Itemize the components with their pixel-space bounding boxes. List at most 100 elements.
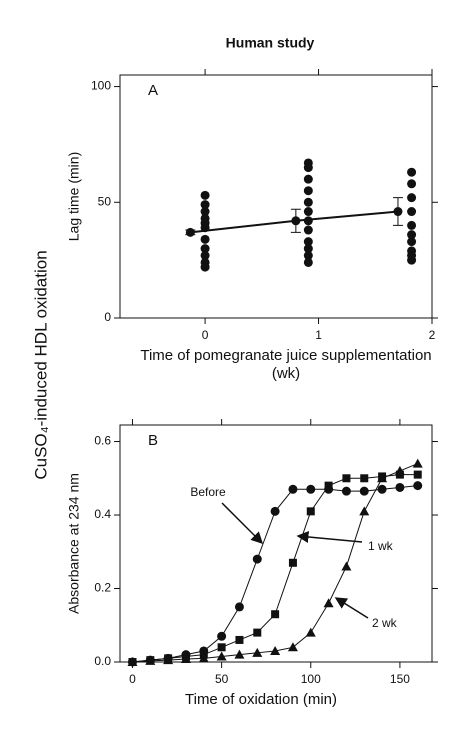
- annotation-arrow: [334, 597, 369, 619]
- y-tick-label: 0.6: [94, 434, 111, 448]
- circle-marker: [303, 163, 313, 173]
- circle-marker: [252, 554, 262, 564]
- triangle-marker: [234, 649, 245, 659]
- circle-marker: [200, 262, 210, 272]
- triangle-marker: [180, 654, 191, 664]
- circle-marker: [413, 481, 423, 491]
- x-axis-label: Time of pomegranate juice supplementatio…: [140, 347, 431, 364]
- triangle-marker: [252, 647, 263, 657]
- circle-marker: [200, 190, 210, 200]
- circle-marker: [303, 197, 313, 207]
- x-axis-label: (wk): [272, 365, 300, 382]
- panel-label: A: [148, 82, 158, 99]
- annotation-arrow: [296, 531, 363, 543]
- circle-marker: [217, 631, 227, 641]
- x-axis-label: Time of oxidation (min): [185, 691, 337, 708]
- series-label: 1 wk: [368, 539, 394, 553]
- circle-marker: [407, 167, 417, 177]
- triangle-marker: [323, 598, 334, 608]
- square-marker: [217, 643, 226, 652]
- triangle-marker: [145, 655, 156, 665]
- plot-frame: [119, 424, 433, 663]
- square-marker: [413, 470, 422, 479]
- circle-marker: [200, 244, 210, 254]
- triangle-marker: [412, 458, 423, 468]
- triangle-marker: [216, 651, 227, 661]
- circle-marker: [234, 602, 244, 612]
- series-label: 2 wk: [372, 616, 398, 630]
- circle-marker: [288, 484, 298, 494]
- circle-marker: [341, 486, 351, 496]
- square-marker: [342, 474, 351, 483]
- triangle-marker: [305, 627, 316, 637]
- circle-marker: [303, 257, 313, 267]
- shared-y-label: CuSO₄-induced HDL oxidation: [31, 250, 50, 479]
- x-tick-label: 1: [315, 328, 322, 342]
- square-marker: [306, 507, 315, 516]
- triangle-marker: [127, 657, 138, 666]
- circle-marker: [185, 227, 195, 237]
- square-marker: [253, 628, 262, 637]
- x-tick-label: 2: [429, 328, 436, 342]
- square-marker: [360, 474, 369, 483]
- triangle-marker: [287, 642, 298, 652]
- y-axis-label: Absorbance at 234 nm: [66, 473, 82, 614]
- circle-marker: [407, 207, 417, 217]
- y-tick-label: 0: [104, 310, 111, 324]
- circle-marker: [395, 482, 405, 492]
- figure-title: Human study: [226, 35, 315, 51]
- circle-marker: [270, 506, 280, 516]
- circle-marker: [303, 186, 313, 196]
- x-tick-label: 0: [202, 328, 209, 342]
- circle-marker: [200, 207, 210, 217]
- x-tick-label: 0: [129, 672, 136, 686]
- x-tick-label: 100: [301, 672, 321, 686]
- circle-marker: [407, 220, 417, 230]
- square-marker: [235, 635, 244, 644]
- circle-marker: [200, 200, 210, 210]
- circle-marker: [303, 251, 313, 261]
- circle-marker: [407, 237, 417, 247]
- y-tick-label: 100: [91, 79, 111, 93]
- triangle-marker: [270, 645, 281, 655]
- circle-marker: [377, 484, 387, 494]
- y-axis-label: Lag time (min): [66, 152, 82, 241]
- circle-marker: [407, 179, 417, 189]
- x-tick-label: 150: [390, 672, 410, 686]
- x-tick-label: 50: [215, 672, 229, 686]
- triangle-marker: [198, 653, 209, 663]
- plot-frame: [119, 74, 433, 319]
- circle-marker: [303, 174, 313, 184]
- annotation-arrow: [221, 502, 264, 545]
- circle-marker: [359, 486, 369, 496]
- circle-marker: [407, 255, 417, 265]
- y-tick-label: 0.4: [94, 507, 111, 521]
- circle-marker: [303, 207, 313, 217]
- circle-marker: [393, 207, 403, 217]
- circle-marker: [303, 225, 313, 235]
- triangle-marker: [377, 473, 388, 483]
- circle-marker: [407, 193, 417, 203]
- circle-marker: [200, 251, 210, 261]
- y-tick-label: 0.2: [94, 581, 111, 595]
- circle-marker: [303, 237, 313, 247]
- circle-marker: [306, 484, 316, 494]
- circle-marker: [291, 216, 301, 226]
- series-line: [132, 474, 418, 663]
- square-marker: [288, 558, 297, 567]
- triangle-marker: [359, 506, 370, 516]
- panel-label: B: [148, 432, 158, 449]
- triangle-marker: [394, 465, 405, 475]
- triangle-marker: [341, 561, 352, 571]
- square-marker: [271, 610, 280, 619]
- square-marker: [324, 481, 333, 490]
- circle-marker: [200, 234, 210, 244]
- series-line: [132, 463, 418, 663]
- series-label: Before: [190, 485, 226, 499]
- triangle-marker: [163, 655, 174, 665]
- y-tick-label: 50: [98, 194, 112, 208]
- circle-marker: [407, 230, 417, 240]
- y-tick-label: 0.0: [94, 654, 111, 668]
- circle-marker: [303, 244, 313, 254]
